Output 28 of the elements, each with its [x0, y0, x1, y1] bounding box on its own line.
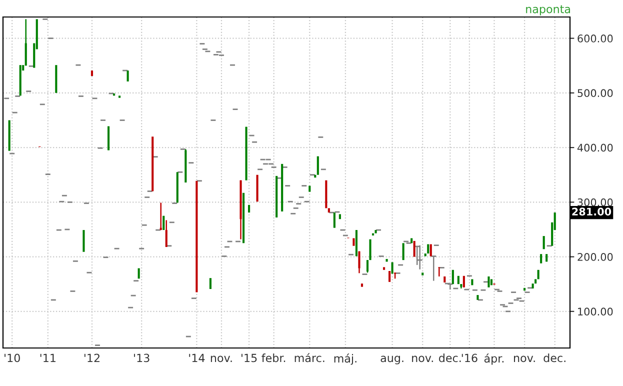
- y-tick-label: 200.00: [578, 253, 613, 261]
- x-tick-label: nov.: [412, 356, 433, 362]
- y-tick-label: 500.00: [578, 89, 613, 98]
- y-tick-label: 100.00: [578, 308, 613, 316]
- x-tick-label: ápr.: [484, 354, 504, 365]
- x-tick-label: nov.: [514, 356, 535, 362]
- x-tick-label: márc.: [294, 353, 324, 362]
- x-tick-label: '15: [242, 354, 257, 362]
- x-tick-label: '12: [84, 354, 100, 362]
- x-tick-label: máj.: [334, 354, 356, 365]
- x-tick-label: '10: [4, 354, 20, 362]
- x-tick-label: dec.: [439, 354, 461, 362]
- x-tick-label: '14: [189, 354, 205, 362]
- candlestick: [446, 283, 454, 290]
- candlestick: [416, 244, 424, 270]
- y-tick-label: 300.00: [578, 198, 613, 206]
- candlestick: [430, 256, 437, 282]
- y-tick-label: 400.00: [577, 144, 613, 152]
- y-tick-label: 600.00: [578, 34, 613, 42]
- text: naponta: [526, 5, 570, 16]
- x-tick-label: febr.: [262, 354, 286, 362]
- x-tick-label: '16: [462, 354, 478, 362]
- x-tick-label: dec.: [544, 354, 566, 362]
- x-tick-label: '13: [134, 354, 150, 362]
- x-tick-label: '11: [40, 354, 56, 362]
- x-tick-label: nov.: [210, 356, 232, 362]
- text: 281.00: [572, 208, 612, 216]
- x-tick-label: aug.: [380, 356, 404, 364]
